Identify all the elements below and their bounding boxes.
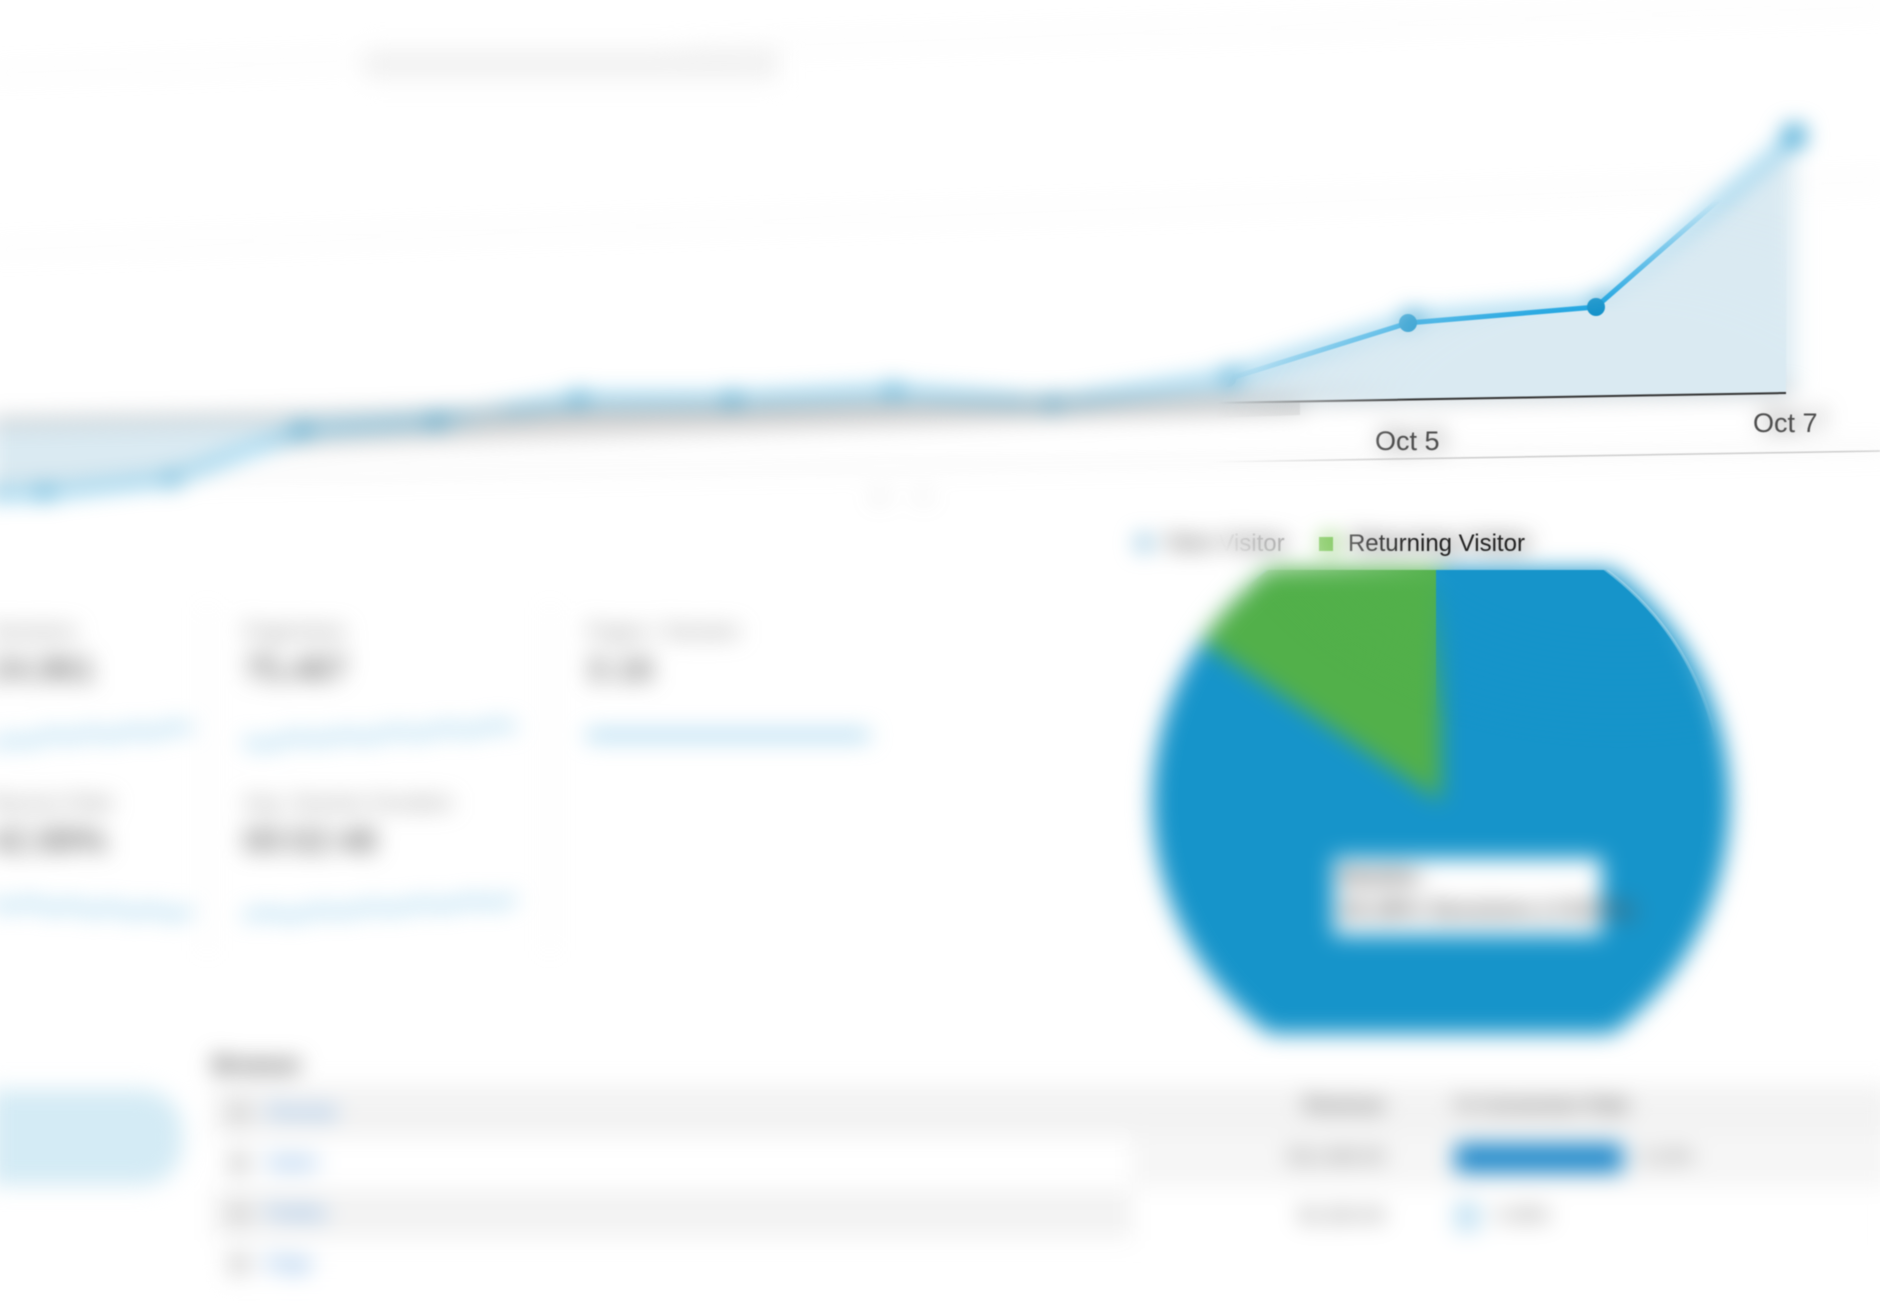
svg-text:Oct 7: Oct 7 bbox=[1753, 408, 1818, 438]
svg-text:25.36% Sessions (+310%): 25.36% Sessions (+310%) bbox=[1336, 894, 1628, 921]
svg-text:Mobile:: Mobile: bbox=[1336, 861, 1420, 888]
svg-text:Oct 5: Oct 5 bbox=[1375, 426, 1440, 456]
svg-text:Oct 3: Oct 3 bbox=[870, 491, 932, 500]
